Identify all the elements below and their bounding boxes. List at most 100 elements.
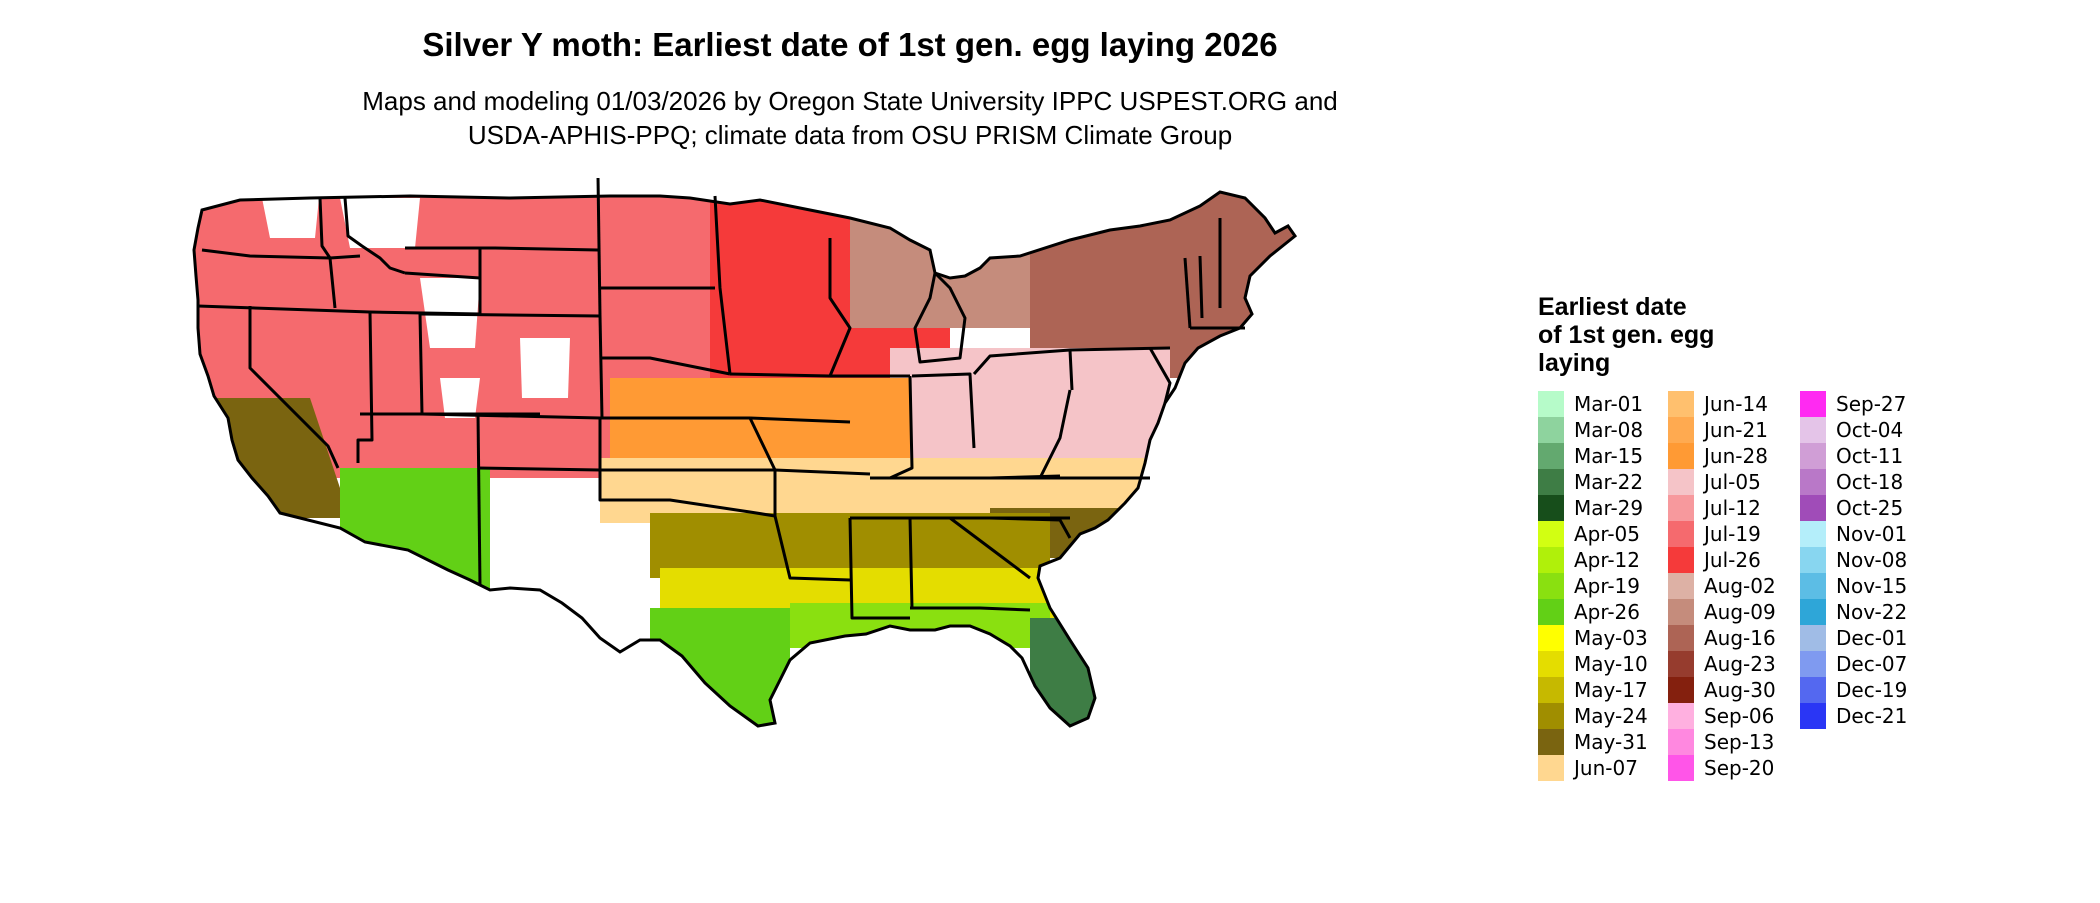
map-subtitle: Maps and modeling 01/03/2026 by Oregon S… — [0, 84, 1700, 152]
legend-items: Mar-01 Mar-08 Mar-15 Mar-22 Mar-29 Apr-05 Apr-… — [1538, 391, 2098, 791]
legend-item: Oct-04 — [1800, 417, 1903, 443]
zone-mid-south — [600, 458, 1150, 523]
legend-label: Jul-26 — [1704, 548, 1761, 572]
legend-swatch — [1668, 599, 1694, 625]
legend-item: Jun-21 — [1668, 417, 1768, 443]
legend-swatch — [1668, 573, 1694, 599]
state-boundaries — [197, 175, 1245, 620]
legend-swatch — [1800, 599, 1826, 625]
legend-label: Jun-14 — [1704, 392, 1768, 416]
legend-title-line-3: laying — [1538, 349, 1611, 377]
state-line-id-west — [318, 197, 337, 309]
zone-south-texas — [650, 608, 790, 726]
legend-swatch — [1800, 573, 1826, 599]
legend-swatch — [1800, 417, 1826, 443]
legend-label: Aug-30 — [1704, 678, 1776, 702]
legend-swatch — [1800, 677, 1826, 703]
state-line-wy-co — [419, 312, 601, 318]
zone-high-peaks — [340, 198, 420, 248]
state-line-az-nm — [476, 413, 482, 587]
legend-swatch — [1668, 651, 1694, 677]
legend-label: Jun-07 — [1574, 756, 1638, 780]
state-line-mn-ia — [729, 372, 831, 378]
legend-swatch — [1800, 547, 1826, 573]
legend-item: Aug-30 — [1668, 677, 1776, 703]
legend-label: Oct-11 — [1836, 444, 1904, 468]
state-line-co-nm — [421, 412, 601, 420]
legend-item: Jun-14 — [1668, 391, 1768, 417]
legend-label: Apr-26 — [1574, 600, 1640, 624]
legend-swatch — [1800, 495, 1826, 521]
legend-label: Sep-06 — [1704, 704, 1775, 728]
legend-item: Nov-15 — [1800, 573, 1907, 599]
legend-swatch — [1668, 469, 1694, 495]
legend-item: Sep-13 — [1668, 729, 1774, 755]
legend-item: May-03 — [1538, 625, 1648, 651]
state-line-co-east — [598, 315, 604, 419]
legend-item: Sep-27 — [1800, 391, 1906, 417]
legend-label: Mar-01 — [1574, 392, 1644, 416]
legend-swatch — [1538, 443, 1564, 469]
state-line-mn-wi — [828, 238, 852, 377]
legend-swatch — [1668, 391, 1694, 417]
legend-label: Dec-19 — [1836, 678, 1908, 702]
legend-item: Jul-26 — [1668, 547, 1761, 573]
legend-swatch — [1668, 755, 1694, 781]
legend-swatch — [1800, 443, 1826, 469]
legend-swatch — [1538, 391, 1564, 417]
state-line-mt-nd — [596, 175, 602, 317]
legend-label: Nov-08 — [1836, 548, 1908, 572]
legend-label: Jul-05 — [1704, 470, 1761, 494]
legend-swatch — [1800, 521, 1826, 547]
legend-swatch — [1800, 469, 1826, 495]
legend-item: Jul-19 — [1668, 521, 1761, 547]
legend-swatch — [1538, 755, 1564, 781]
legend-swatch — [1538, 521, 1564, 547]
legend-item: Aug-16 — [1668, 625, 1776, 651]
legend-item: Jul-05 — [1668, 469, 1761, 495]
legend-label: May-10 — [1574, 652, 1648, 676]
legend-title: Earliest date of 1st gen. egg laying — [1538, 293, 2098, 377]
legend-item: Sep-20 — [1668, 755, 1774, 781]
state-line-nd-mn — [713, 195, 732, 375]
state-line-mo-ar — [774, 468, 871, 476]
legend-label: Apr-05 — [1574, 522, 1640, 546]
state-line-ny-vt — [1183, 257, 1192, 329]
legend-item: Jun-07 — [1538, 755, 1638, 781]
legend-label: Sep-27 — [1836, 392, 1907, 416]
legend-label: Oct-18 — [1836, 470, 1904, 494]
legend-label: Sep-20 — [1704, 756, 1775, 780]
legend-title-line-2: of 1st gen. egg — [1538, 321, 1715, 349]
legend-label: Dec-21 — [1836, 704, 1908, 728]
legend-label: May-31 — [1574, 730, 1648, 754]
legend-swatch — [1668, 521, 1694, 547]
state-line-ny-nj — [1148, 347, 1172, 404]
legend-swatch — [1538, 651, 1564, 677]
legend-item: Apr-26 — [1538, 599, 1640, 625]
state-line-id-mt — [343, 197, 406, 275]
legend-swatch — [1800, 651, 1826, 677]
legend-label: Mar-15 — [1574, 444, 1644, 468]
subtitle-line-1: Maps and modeling 01/03/2026 by Oregon S… — [362, 86, 1338, 116]
legend-item: Dec-07 — [1800, 651, 1907, 677]
zone-ohio-valley — [890, 348, 1170, 478]
legend-swatch — [1538, 677, 1564, 703]
legend-item: Nov-22 — [1800, 599, 1907, 625]
legend-item: Aug-09 — [1668, 599, 1776, 625]
zone-high-peaks — [520, 338, 570, 398]
legend-item: May-17 — [1538, 677, 1648, 703]
legend-item: Oct-11 — [1800, 443, 1903, 469]
legend-swatch — [1668, 547, 1694, 573]
legend-item: Apr-12 — [1538, 547, 1640, 573]
legend-item: Apr-05 — [1538, 521, 1640, 547]
subtitle-line-2: USDA-APHIS-PPQ; climate data from OSU PR… — [467, 120, 1233, 150]
legend-swatch — [1668, 729, 1694, 755]
zone-upper-great-lakes — [850, 218, 1030, 328]
state-line-ga-fl — [910, 606, 1031, 612]
state-line-wa-or — [201, 248, 361, 260]
legend-swatch — [1668, 417, 1694, 443]
state-line-nv-ca — [248, 306, 340, 469]
legend-label: Aug-09 — [1704, 600, 1776, 624]
legend-swatch — [1538, 469, 1564, 495]
legend-label: Aug-02 — [1704, 574, 1776, 598]
